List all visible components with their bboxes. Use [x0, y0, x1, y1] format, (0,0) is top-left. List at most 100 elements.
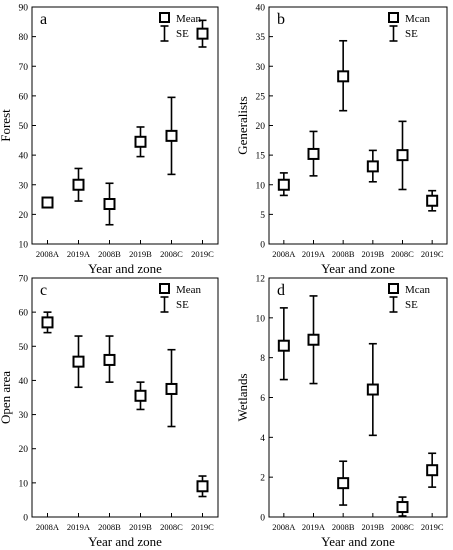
y-tick-label: 15: [256, 152, 266, 162]
x-tick-label: 2008C: [391, 249, 414, 259]
y-tick-label: 10: [256, 181, 266, 191]
legend-mean-label: Mcan: [405, 13, 431, 25]
legend-mean-marker: [159, 283, 170, 294]
y-tick-label: 0: [23, 514, 28, 524]
y-tick-label: 10: [19, 479, 29, 489]
y-tick-label: 5: [260, 211, 265, 221]
y-axis-label: Open area: [0, 371, 13, 424]
x-axis-label: Year and zone: [88, 261, 162, 276]
panel-label: a: [40, 11, 47, 28]
mean-marker: [277, 339, 290, 352]
y-tick-label: 6: [260, 394, 265, 404]
x-tick-label: 2019B: [361, 249, 384, 259]
y-tick-label: 40: [256, 4, 266, 14]
mean-marker: [337, 70, 350, 83]
legend-se-label: SE: [176, 299, 189, 311]
mean-marker: [426, 194, 439, 207]
chart-panel-d: 0 2 4 6 8 10 12 2008A 2019A 2008B 2019B 2008C 2019C Y…: [235, 275, 448, 549]
y-axis-label: Wetlands: [235, 373, 250, 421]
x-tick-label: 2019C: [191, 249, 214, 259]
y-tick-label: 40: [19, 377, 29, 387]
x-tick-label: 2019C: [191, 522, 214, 532]
y-tick-label: 60: [19, 309, 29, 319]
mean-marker: [426, 464, 439, 477]
chart-panel-b: 0 5 10 15 20 25 30 35 40 2008A 2019A 2008B 2019B 2008…: [235, 4, 448, 276]
mean-marker: [196, 27, 209, 40]
mean-marker: [134, 389, 147, 402]
mean-marker: [396, 501, 409, 514]
x-tick-label: 2008A: [272, 249, 296, 259]
legend-mean-label: Mean: [176, 284, 202, 296]
plot-frame: [31, 6, 219, 245]
y-tick-label: 40: [19, 152, 29, 162]
mean-marker: [103, 353, 116, 366]
mean-marker: [196, 480, 209, 493]
x-tick-label: 2008A: [272, 522, 296, 532]
mean-marker: [307, 147, 320, 160]
x-tick-label: 2008C: [160, 522, 183, 532]
mean-marker: [134, 135, 147, 148]
legend-mean-label: Mcan: [405, 284, 431, 296]
x-tick-label: 2019B: [129, 522, 152, 532]
y-tick-label: 10: [19, 241, 29, 251]
x-tick-label: 2019A: [67, 249, 91, 259]
x-tick-label: 2008B: [332, 522, 355, 532]
chart-panel-a: 10 20 30 40 50 60 70 80 90 2008A 2019A 2008B 2019B 20…: [0, 4, 219, 276]
plot-frame: [268, 6, 448, 245]
y-axis-label: Forest: [0, 109, 13, 142]
legend-mean-marker: [159, 12, 170, 23]
y-tick-label: 50: [19, 122, 29, 132]
plot-frame: [31, 277, 219, 518]
y-tick-label: 0: [260, 241, 265, 251]
x-tick-label: 2019C: [421, 522, 444, 532]
y-tick-label: 30: [19, 181, 29, 191]
y-tick-label: 25: [256, 92, 266, 102]
x-axis-label: Year and zone: [321, 261, 395, 276]
y-tick-label: 90: [19, 4, 29, 14]
y-tick-label: 20: [19, 445, 29, 455]
x-tick-label: 2008B: [98, 249, 121, 259]
legend-se-label: SE: [405, 299, 418, 311]
plot-frame: [268, 277, 448, 518]
mean-marker: [103, 198, 116, 211]
x-tick-label: 2008C: [391, 522, 414, 532]
mean-marker: [277, 178, 290, 191]
legend-mean-marker: [388, 283, 399, 294]
mean-marker: [366, 160, 379, 173]
panel-label: d: [277, 282, 285, 299]
y-tick-label: 2: [260, 474, 265, 484]
mean-marker: [72, 178, 85, 191]
mean-marker: [165, 129, 178, 142]
mean-marker: [41, 316, 54, 329]
panel-label: b: [277, 11, 285, 28]
legend-mean-label: Mean: [176, 13, 202, 25]
y-tick-label: 8: [260, 354, 265, 364]
x-tick-label: 2008A: [36, 522, 60, 532]
x-tick-label: 2008C: [160, 249, 183, 259]
mean-marker: [396, 149, 409, 162]
y-tick-label: 20: [256, 122, 266, 132]
y-tick-label: 0: [260, 514, 265, 524]
y-tick-label: 50: [19, 343, 29, 353]
y-tick-label: 70: [19, 275, 29, 285]
y-tick-label: 30: [19, 411, 29, 421]
mean-marker: [165, 382, 178, 395]
y-tick-label: 4: [260, 434, 265, 444]
y-tick-label: 30: [256, 63, 266, 73]
x-tick-label: 2019B: [129, 249, 152, 259]
x-tick-label: 2019A: [67, 522, 91, 532]
y-tick-label: 35: [256, 33, 266, 43]
x-tick-label: 2019A: [302, 249, 326, 259]
panel-label: c: [40, 282, 47, 299]
x-tick-label: 2008A: [36, 249, 60, 259]
mean-marker: [41, 196, 54, 209]
mean-marker: [72, 355, 85, 368]
y-tick-label: 20: [19, 211, 29, 221]
y-tick-label: 70: [19, 63, 29, 73]
y-tick-label: 80: [19, 33, 29, 43]
x-tick-label: 2019C: [421, 249, 444, 259]
legend-mean-marker: [388, 12, 399, 23]
x-tick-label: 2008B: [332, 249, 355, 259]
chart-panel-c: 0 10 20 30 40 50 60 70 2008A 2019A 2008B 2019B 2008C…: [0, 275, 219, 549]
